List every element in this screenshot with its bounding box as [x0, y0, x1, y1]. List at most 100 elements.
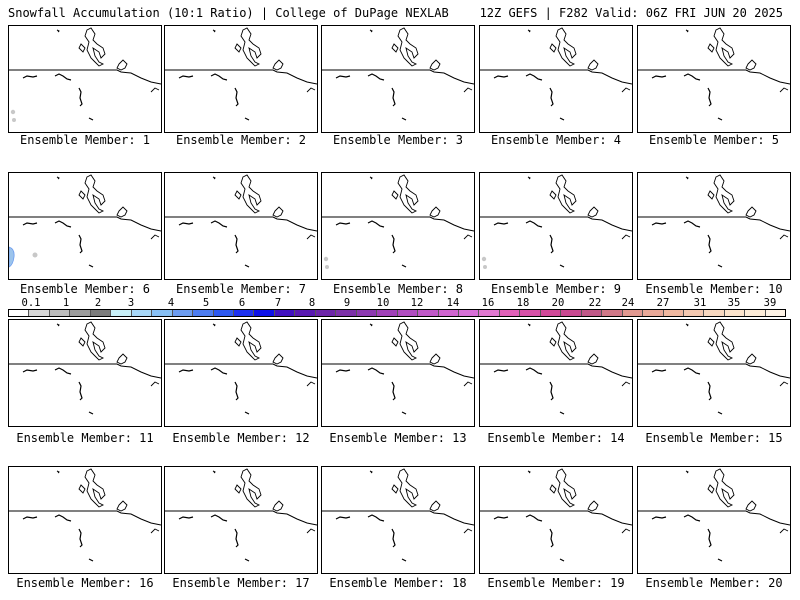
colorbar-segment — [540, 310, 562, 316]
ensemble-member-map-10 — [637, 172, 791, 280]
ensemble-member-label: Ensemble Member: 9 — [490, 282, 622, 296]
ensemble-member-label: Ensemble Member: 8 — [332, 282, 464, 296]
ensemble-member-map-12 — [164, 319, 318, 427]
colorbar-segment — [602, 310, 623, 316]
colorbar-tick-label: 20 — [551, 297, 565, 309]
ensemble-member-label: Ensemble Member: 18 — [329, 576, 467, 590]
colorbar-segment — [213, 310, 234, 316]
member-map-outline — [638, 321, 790, 415]
colorbar-tick-label: 27 — [656, 297, 670, 309]
colorbar-segment — [356, 310, 378, 316]
colorbar-segment — [295, 310, 316, 316]
ensemble-member-map-19 — [479, 466, 633, 574]
ensemble-member-label: Ensemble Member: 17 — [172, 576, 310, 590]
ensemble-member-label: Ensemble Member: 13 — [329, 431, 467, 445]
member-map-outline — [9, 468, 161, 562]
colorbar-tick-label: 1 — [62, 297, 70, 309]
member-map-outline — [165, 468, 317, 562]
colorbar-segment — [438, 310, 459, 316]
colorbar-segment — [765, 310, 786, 316]
ensemble-member-label: Ensemble Member: 19 — [487, 576, 625, 590]
colorbar-segment — [724, 310, 746, 316]
ensemble-member-label: Ensemble Member: 3 — [332, 133, 464, 147]
member-map-outline — [322, 468, 474, 562]
ensemble-member-map-17 — [164, 466, 318, 574]
member-map-outline — [638, 27, 790, 121]
colorbar-tick-label: 0.1 — [21, 297, 41, 309]
ensemble-member-label: Ensemble Member: 20 — [645, 576, 783, 590]
ensemble-member-label: Ensemble Member: 4 — [490, 133, 622, 147]
colorbar-tick-label: 35 — [727, 297, 741, 309]
colorbar-tick-label: 4 — [167, 297, 175, 309]
colorbar-tick-label: 12 — [410, 297, 424, 309]
colorbar-segment — [172, 310, 194, 316]
colorbar-segment — [111, 310, 132, 316]
colorbar-segment — [499, 310, 521, 316]
ensemble-member-map-8 — [321, 172, 475, 280]
colorbar-tick-label: 2 — [94, 297, 102, 309]
colorbar-tick-label: 3 — [127, 297, 135, 309]
member-map-outline — [165, 174, 317, 268]
member-map-outline — [480, 27, 632, 121]
ensemble-member-label: Ensemble Member: 15 — [645, 431, 783, 445]
colorbar-tick-label: 5 — [202, 297, 210, 309]
ensemble-member-map-9 — [479, 172, 633, 280]
colorbar-tick-label: 8 — [308, 297, 316, 309]
colorbar-segment — [152, 310, 173, 316]
ensemble-member-map-5 — [637, 25, 791, 133]
ensemble-member-map-16 — [8, 466, 162, 574]
member-map-outline — [9, 27, 161, 122]
ensemble-member-label: Ensemble Member: 12 — [172, 431, 310, 445]
colorbar-segment — [683, 310, 705, 316]
colorbar-tick-label: 24 — [621, 297, 635, 309]
colorbar-segment — [131, 310, 153, 316]
colorbar-tick-label: 39 — [763, 297, 777, 309]
ensemble-member-map-14 — [479, 319, 633, 427]
colorbar-segment — [315, 310, 337, 316]
ensemble-member-label: Ensemble Member: 11 — [16, 431, 154, 445]
ensemble-member-label: Ensemble Member: 16 — [16, 576, 154, 590]
colorbar-segment — [418, 310, 439, 316]
ensemble-member-map-6 — [8, 172, 162, 280]
ensemble-member-map-15 — [637, 319, 791, 427]
colorbar-segment — [561, 310, 582, 316]
colorbar-tick-label: 6 — [238, 297, 246, 309]
ensemble-member-map-2 — [164, 25, 318, 133]
colorbar-tick-label: 7 — [274, 297, 282, 309]
member-map-outline — [480, 468, 632, 562]
member-map-outline — [165, 27, 317, 121]
colorbar-segment — [29, 310, 50, 316]
colorbar-segment — [643, 310, 664, 316]
colorbar-segment — [274, 310, 296, 316]
colorbar-segment — [9, 310, 30, 316]
colorbar-tick-label: 16 — [481, 297, 495, 309]
ensemble-member-label: Ensemble Member: 5 — [648, 133, 780, 147]
colorbar-tick-label: 22 — [588, 297, 602, 309]
colorbar-tick-label: 31 — [693, 297, 707, 309]
member-map-outline — [9, 174, 161, 268]
ensemble-member-map-7 — [164, 172, 318, 280]
colorbar-segment — [581, 310, 603, 316]
ensemble-member-map-4 — [479, 25, 633, 133]
colorbar-segment — [49, 310, 71, 316]
colorbar-segment — [193, 310, 214, 316]
colorbar-segment — [254, 310, 275, 316]
colorbar-tick-label: 9 — [343, 297, 351, 309]
colorbar-tick-label: 10 — [376, 297, 390, 309]
colorbar-segment — [336, 310, 357, 316]
ensemble-member-map-3 — [321, 25, 475, 133]
ensemble-member-label: Ensemble Member: 1 — [19, 133, 151, 147]
ensemble-member-map-18 — [321, 466, 475, 574]
colorbar-segment — [90, 310, 112, 316]
ensemble-member-label: Ensemble Member: 10 — [645, 282, 783, 296]
ensemble-member-label: Ensemble Member: 2 — [175, 133, 307, 147]
map-title: Snowfall Accumulation (10:1 Ratio) | Col… — [8, 6, 449, 20]
colorbar-segment — [377, 310, 398, 316]
member-map-outline — [9, 321, 161, 415]
colorbar-tick-label: 14 — [446, 297, 460, 309]
colorbar-segment — [233, 310, 255, 316]
member-map-outline — [322, 321, 474, 415]
ensemble-member-map-13 — [321, 319, 475, 427]
member-map-outline — [638, 174, 790, 268]
colorbar-segment — [663, 310, 684, 316]
